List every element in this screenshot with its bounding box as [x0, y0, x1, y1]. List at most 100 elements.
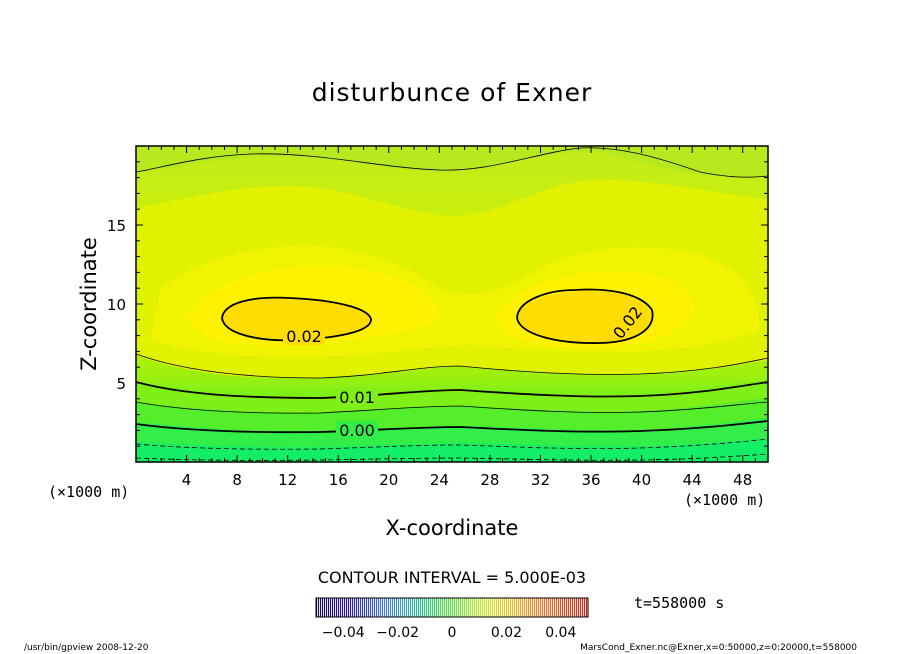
colorbar-cell: [564, 598, 566, 617]
colorbar-cell: [394, 598, 396, 617]
colorbar-cell: [318, 598, 320, 617]
colorbar-cell: [482, 598, 484, 617]
colorbar-cell: [370, 598, 372, 617]
colorbar-cell: [380, 598, 382, 617]
contour-fill-right-max: [517, 290, 651, 344]
colorbar-cell: [332, 598, 334, 617]
contour-line-mid: [136, 353, 768, 379]
colorbar-cell: [546, 598, 548, 617]
colorbar-cell: [520, 598, 522, 617]
colorbar-cell: [500, 598, 502, 617]
x-axis-label: X-coordinate: [386, 516, 519, 540]
y-axis-ticks: 5 10 15: [107, 161, 768, 447]
contour-label-0.01: 0.01: [339, 388, 375, 407]
colorbar: [316, 598, 588, 617]
colorbar-cell: [494, 598, 496, 617]
colorbar-cell: [384, 598, 386, 617]
colorbar-cell: [338, 598, 340, 617]
colorbar-cell: [516, 598, 518, 617]
colorbar-cell: [470, 598, 472, 617]
colorbar-cell: [440, 598, 442, 617]
colorbar-cell: [488, 598, 490, 617]
colorbar-cell: [320, 598, 322, 617]
colorbar-cell: [502, 598, 504, 617]
colorbar-cell: [568, 598, 570, 617]
colorbar-cell: [328, 598, 330, 617]
colorbar-cell: [406, 598, 408, 617]
chart-title: disturbunce of Exner: [312, 78, 593, 107]
x-unit-right: (×1000 m): [684, 491, 765, 509]
footer-right: MarsCond_Exner.nc@Exner,x=0:50000,z=0:20…: [580, 643, 857, 653]
colorbar-cell: [458, 598, 460, 617]
colorbar-cell: [460, 598, 462, 617]
colorbar-cell: [438, 598, 440, 617]
time-label: t=558000 s: [634, 594, 724, 612]
colorbar-cell: [348, 598, 350, 617]
colorbar-cell: [400, 598, 402, 617]
colorbar-cell: [522, 598, 524, 617]
colorbar-cell: [396, 598, 398, 617]
colorbar-cell: [324, 598, 326, 617]
colorbar-tick-label: 0: [448, 625, 457, 641]
colorbar-cell: [428, 598, 430, 617]
colorbar-cell: [342, 598, 344, 617]
colorbar-cell: [386, 598, 388, 617]
colorbar-cell: [548, 598, 550, 617]
colorbar-cell: [450, 598, 452, 617]
contour-fill-low-band-4: [136, 438, 768, 462]
colorbar-cell: [550, 598, 552, 617]
colorbar-cell: [498, 598, 500, 617]
colorbar-cell: [376, 598, 378, 617]
colorbar-cell: [336, 598, 338, 617]
colorbar-cell: [416, 598, 418, 617]
colorbar-cell: [444, 598, 446, 617]
colorbar-tick-label: −0.04: [322, 625, 365, 641]
colorbar-cell: [584, 598, 586, 617]
colorbar-cell: [586, 598, 588, 617]
contour-line-0.00: [136, 420, 768, 434]
contour-fill-top-band: [136, 146, 768, 179]
colorbar-tick-labels: −0.04 −0.02 0 0.02 0.04: [322, 625, 577, 641]
colorbar-cell: [572, 598, 574, 617]
colorbar-cell: [552, 598, 554, 617]
colorbar-cell: [464, 598, 466, 617]
colorbar-cell: [466, 598, 468, 617]
colorbar-cell: [560, 598, 562, 617]
colorbar-cell: [476, 598, 478, 617]
colorbar-cell: [556, 598, 558, 617]
contour-label-0.00: 0.00: [339, 421, 375, 440]
contour-fill-left-max: [220, 297, 371, 340]
colorbar-cell: [452, 598, 454, 617]
colorbar-cell: [538, 598, 540, 617]
y-tick-label: 5: [116, 375, 126, 393]
colorbar-cell: [322, 598, 324, 617]
colorbar-cell: [412, 598, 414, 617]
colorbar-cell: [554, 598, 556, 617]
colorbar-frame: [315, 597, 589, 618]
contour-line-left-0.02: [221, 296, 372, 342]
x-tick-label: 32: [531, 471, 550, 489]
x-axis-ticks: 4 8 12 16 20 24 28 32 36 40 44 48: [148, 146, 756, 489]
colorbar-cell: [448, 598, 450, 617]
colorbar-cell: [326, 598, 328, 617]
colorbar-cell: [510, 598, 512, 617]
colorbar-cell: [570, 598, 572, 617]
colorbar-cell: [388, 598, 390, 617]
x-tick-label: 28: [480, 471, 499, 489]
y-tick-label: 15: [107, 217, 126, 235]
colorbar-cell: [432, 598, 434, 617]
colorbar-cell: [544, 598, 546, 617]
colorbar-cell: [490, 598, 492, 617]
colorbar-cell: [474, 598, 476, 617]
colorbar-cell: [566, 598, 568, 617]
colorbar-cell: [330, 598, 332, 617]
contour-line-neg-2: [136, 453, 768, 461]
contour-lines: [136, 147, 768, 461]
colorbar-cell: [368, 598, 370, 617]
contour-line-0.005: [136, 401, 768, 414]
colorbar-cell: [446, 598, 448, 617]
colorbar-cell: [430, 598, 432, 617]
x-tick-label: 36: [581, 471, 600, 489]
x-tick-label: 8: [232, 471, 242, 489]
colorbar-cell: [514, 598, 516, 617]
